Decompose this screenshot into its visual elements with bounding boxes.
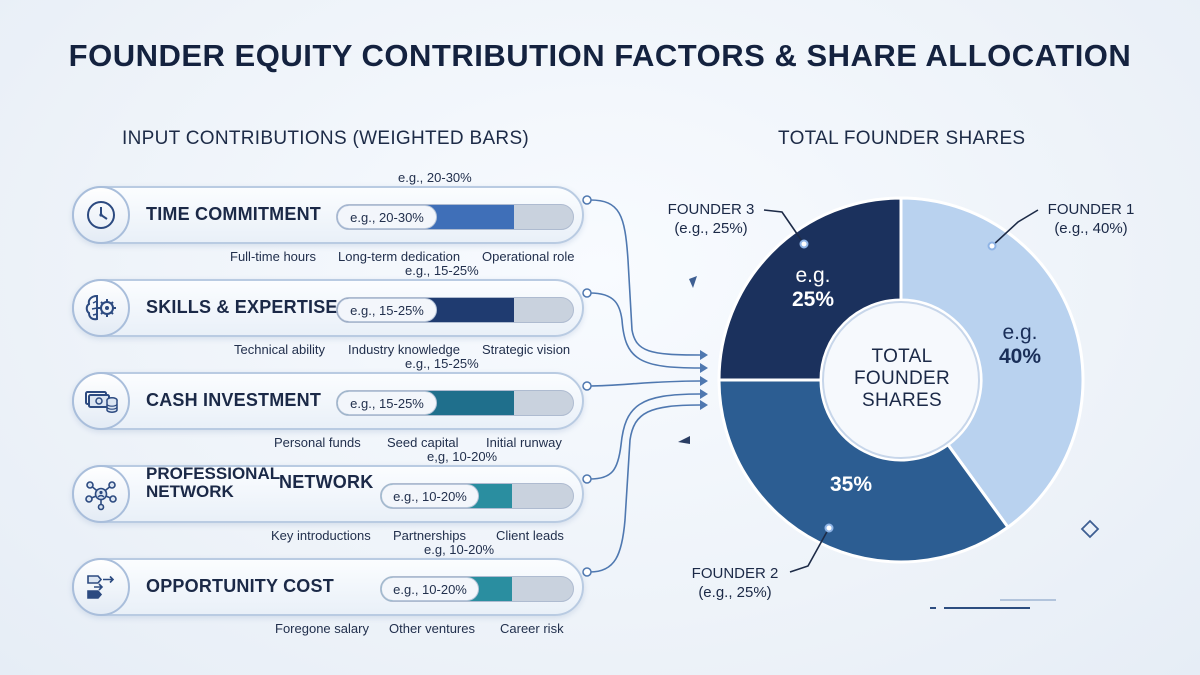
slice-label-founder-1: e.g. 40% bbox=[975, 321, 1065, 369]
weight-bar-label: e.g., 15-25% bbox=[337, 298, 437, 322]
sub-factor: Industry knowledge bbox=[348, 342, 461, 357]
row-label: CASH INVESTMENT bbox=[146, 390, 322, 410]
range-top-label: e.g, 10-20% bbox=[424, 542, 495, 557]
leader-founder-1-dot bbox=[987, 241, 997, 251]
clock-icon bbox=[72, 186, 130, 244]
outer-label-founder-2: FOUNDER 2 (e.g., 25%) bbox=[680, 564, 790, 602]
leader-founder-3 bbox=[763, 209, 805, 245]
contribution-row-cash: e.g., 15-25% CASH INVESTMENT e.g., 15-25… bbox=[72, 352, 592, 450]
slice-label-founder-3: e.g. 25% bbox=[768, 264, 858, 312]
connector-opportunity bbox=[589, 404, 701, 573]
weight-bar: e.g., 10-20% bbox=[380, 576, 574, 602]
weight-bar: e.g., 15-25% bbox=[336, 297, 574, 323]
slice-label-line: 40% bbox=[998, 345, 1042, 368]
sub-factor: Full-time hours bbox=[230, 249, 316, 264]
sub-factor: Personal funds bbox=[274, 435, 361, 450]
sub-factor: Technical ability bbox=[234, 342, 326, 357]
row-label-line2: NETWORK bbox=[146, 482, 234, 501]
weight-bar: e.g., 20-30% bbox=[336, 204, 574, 230]
donut-center-label: TOTAL FOUNDER SHARES bbox=[842, 346, 962, 412]
sub-factor: Strategic vision bbox=[482, 342, 571, 357]
outer-label-founder-3: FOUNDER 3 (e.g., 25%) bbox=[656, 200, 766, 238]
deco-triangle-2 bbox=[678, 436, 690, 444]
outer-label-line: FOUNDER 1 bbox=[1047, 201, 1135, 218]
total-founder-shares-title: TOTAL FOUNDER SHARES bbox=[778, 128, 1026, 149]
weight-bar: e.g., 10-20% bbox=[380, 483, 574, 509]
slice-label-line: e.g. bbox=[1002, 321, 1038, 344]
contribution-row-skills: e.g., 15-25% SKILLS & EXPERTISE e.g., 15… bbox=[72, 259, 592, 357]
row-label: TIME COMMITMENT bbox=[146, 204, 321, 224]
connector-network bbox=[589, 393, 701, 480]
center-line: FOUNDER bbox=[853, 368, 951, 389]
outer-label-line: FOUNDER 3 bbox=[667, 201, 755, 218]
center-line: TOTAL bbox=[871, 346, 933, 367]
range-top-label: e,g, 10-20% bbox=[427, 449, 498, 464]
row-label-line1: PROFESSIONAL bbox=[146, 464, 281, 483]
outer-label-line: FOUNDER 2 bbox=[691, 565, 779, 582]
slice-label-line: e.g. bbox=[795, 264, 831, 287]
sub-factor: Other ventures bbox=[389, 621, 475, 636]
sub-factor: Seed capital bbox=[387, 435, 459, 450]
sub-factor: Career risk bbox=[500, 621, 564, 636]
contribution-row-time: e.g., 20-30% TIME COMMITMENT e.g., 20-30… bbox=[72, 166, 592, 264]
contribution-row-opportunity: e.g, 10-20% OPPORTUNITY COST e.g., 10-20… bbox=[72, 538, 592, 636]
weight-bar-label: e.g., 10-20% bbox=[381, 484, 479, 508]
sub-factor: Partnerships bbox=[393, 528, 466, 543]
sub-factor: Initial runway bbox=[486, 435, 562, 450]
slice-label-founder-2: 35% bbox=[806, 473, 896, 497]
input-contributions-title: INPUT CONTRIBUTIONS (WEIGHTED BARS) bbox=[122, 128, 530, 149]
arrows-flow-icon bbox=[72, 558, 130, 616]
outer-label-founder-1: FOUNDER 1 (e.g., 40%) bbox=[1036, 200, 1146, 238]
range-top-label: e.g., 15-25% bbox=[405, 263, 479, 278]
deco-diamond bbox=[1080, 519, 1100, 539]
contribution-row-network: e,g, 10-20% PROFESSIONAL NETWORK NETWORK… bbox=[72, 445, 592, 543]
connector-skills bbox=[589, 292, 701, 369]
row-label: SKILLS & EXPERTISE bbox=[146, 297, 338, 317]
sub-factor: Foregone salary bbox=[275, 621, 369, 636]
range-top-label: e.g., 15-25% bbox=[405, 356, 479, 371]
center-line: SHARES bbox=[862, 390, 942, 411]
weight-bar-label: e.g., 15-25% bbox=[337, 391, 437, 415]
page-title: FOUNDER EQUITY CONTRIBUTION FACTORS & SH… bbox=[68, 38, 1132, 73]
leader-founder-2-dot bbox=[824, 523, 834, 533]
sub-factor: Key introductions bbox=[271, 528, 371, 543]
row-label: OPPORTUNITY COST bbox=[146, 576, 334, 596]
outer-label-line: (e.g., 40%) bbox=[1054, 220, 1128, 237]
leader-founder-3-dot bbox=[799, 239, 809, 249]
weight-bar: e.g., 15-25% bbox=[336, 390, 574, 416]
connector-cash bbox=[589, 380, 701, 387]
sub-factor: Long-term dedication bbox=[338, 249, 461, 264]
sub-factor: Operational role bbox=[482, 249, 575, 264]
brain-gear-icon bbox=[72, 279, 130, 337]
leader-founder-2 bbox=[789, 527, 830, 573]
network-icon bbox=[72, 465, 130, 523]
weight-bar-label: e.g., 20-30% bbox=[337, 205, 437, 229]
slice-label-line: 35% bbox=[829, 473, 873, 496]
sub-factor: Client leads bbox=[496, 528, 564, 543]
outer-label-line: (e.g., 25%) bbox=[674, 220, 748, 237]
row-label-inline: NETWORK bbox=[279, 472, 374, 492]
deco-triangle bbox=[689, 276, 697, 288]
cash-coins-icon bbox=[72, 372, 130, 430]
slice-label-line: 25% bbox=[791, 288, 835, 311]
range-top-label: e.g., 20-30% bbox=[398, 170, 472, 185]
weight-bar-label: e.g., 10-20% bbox=[381, 577, 479, 601]
outer-label-line: (e.g., 25%) bbox=[698, 584, 772, 601]
leader-founder-1 bbox=[991, 209, 1039, 247]
